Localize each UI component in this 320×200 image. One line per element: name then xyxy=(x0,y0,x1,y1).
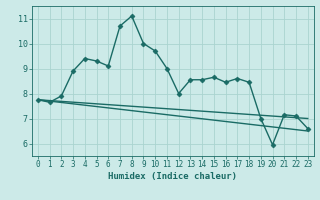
X-axis label: Humidex (Indice chaleur): Humidex (Indice chaleur) xyxy=(108,172,237,181)
